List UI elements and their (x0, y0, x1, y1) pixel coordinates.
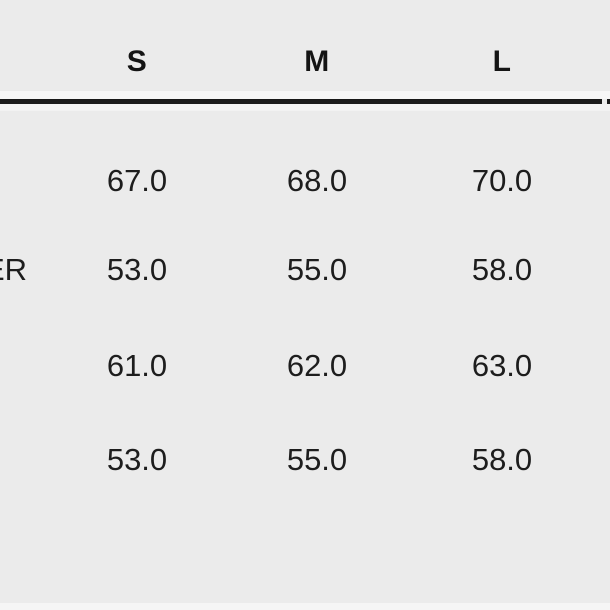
cell-r1-m: 55.0 (286, 252, 348, 287)
column-header-m: M (304, 45, 330, 78)
header-rule-highlight-below (0, 104, 610, 111)
cell-r0-m: 68.0 (286, 163, 348, 198)
row-label-clipped: ER (0, 252, 34, 288)
cell-r3-l: 58.0 (471, 442, 533, 477)
column-header-l: L (492, 45, 512, 78)
header-rule-highlight-above (0, 91, 610, 99)
cell-r2-s: 61.0 (106, 348, 168, 383)
header-rule (0, 99, 602, 104)
cell-r2-m: 62.0 (286, 348, 348, 383)
cell-r3-s: 53.0 (106, 442, 168, 477)
cell-r2-l: 63.0 (471, 348, 533, 383)
cell-r1-s: 53.0 (106, 252, 168, 287)
cell-r3-m: 55.0 (286, 442, 348, 477)
cell-r1-l: 58.0 (471, 252, 533, 287)
row-label-text: ER (0, 252, 28, 287)
bottom-edge-strip (0, 603, 610, 610)
header-rule-right-segment (607, 99, 610, 104)
cell-r0-s: 67.0 (106, 163, 168, 198)
column-header-s: S (126, 45, 148, 78)
cell-r0-l: 70.0 (471, 163, 533, 198)
